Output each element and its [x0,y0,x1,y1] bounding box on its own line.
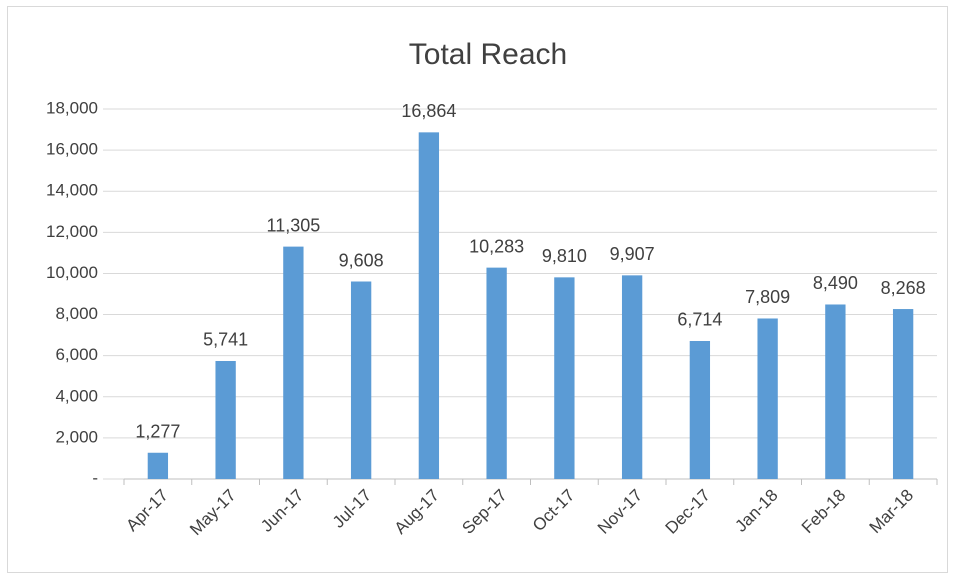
bar [892,309,914,479]
bar [215,360,236,479]
bar [418,132,440,479]
data-label: 9,608 [339,250,384,270]
bar [147,452,169,479]
data-label: 16,864 [401,101,456,121]
y-tick-label: 10,000 [46,263,98,282]
chart-title: Total Reach [409,38,567,71]
data-label: 11,305 [267,215,321,235]
bar [486,267,507,479]
bar [554,277,575,479]
data-label: 9,907 [610,244,655,264]
bar [757,318,778,479]
y-tick-label: 2,000 [55,427,98,446]
data-label: 7,809 [745,287,790,307]
bar [283,246,304,479]
data-label: 10,283 [469,236,524,256]
y-tick-label: 6,000 [55,345,98,364]
data-label: 8,268 [881,278,926,298]
y-tick-label: - [92,468,98,487]
y-tick-label: 4,000 [55,386,98,405]
y-tick-label: 18,000 [46,98,98,117]
y-tick-label: 14,000 [46,181,98,200]
y-tick-label: 8,000 [55,304,98,323]
bar [621,275,643,479]
bar [825,304,846,479]
y-tick-label: 16,000 [46,140,98,159]
data-label: 5,741 [203,330,248,350]
bar [350,281,372,479]
data-label: 6,714 [677,310,722,330]
bar [689,340,711,479]
data-label: 1,277 [135,422,180,442]
chart-border [7,6,948,573]
data-label: 8,490 [813,273,858,293]
data-label: 9,810 [542,246,587,266]
y-tick-label: 12,000 [46,222,98,241]
